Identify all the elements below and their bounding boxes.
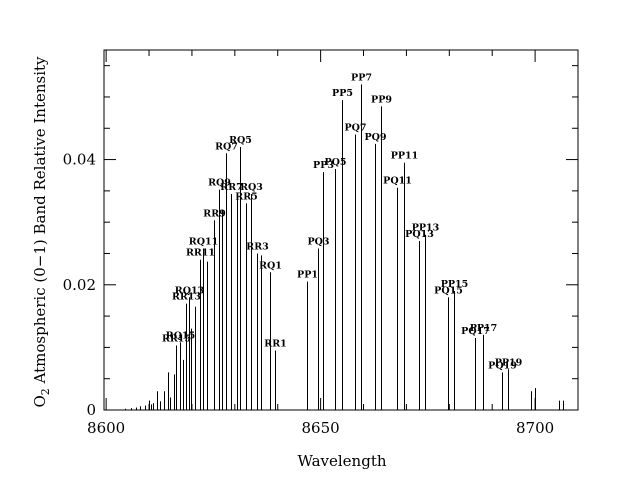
y-tick-label: 0.04 xyxy=(63,151,96,169)
spectral-line-label: RR9 xyxy=(203,208,226,219)
spectral-line-label: PP11 xyxy=(391,151,419,162)
spectral-line-label: PQ11 xyxy=(383,176,412,187)
spectral-line-label: PQ5 xyxy=(324,157,346,168)
y-tick-label: 0.02 xyxy=(63,276,96,294)
spectral-line-label: RQ13 xyxy=(175,285,204,296)
spectral-line-label: RQ7 xyxy=(215,141,238,152)
spectral-line-label: PP17 xyxy=(470,323,498,334)
x-tick-label: 8600 xyxy=(87,419,125,437)
y-tick-label: 0 xyxy=(86,401,96,419)
spectral-line-label: PQ7 xyxy=(344,123,366,134)
spectral-line-label: PP15 xyxy=(441,279,469,290)
spectral-line-label: PQ9 xyxy=(364,132,386,143)
spectral-line-label: PP9 xyxy=(371,94,392,105)
y-axis-title: O2 Atmospheric (0−1) Band Relative Inten… xyxy=(31,56,52,408)
spectral-line-label: RR5 xyxy=(235,191,257,202)
spectral-line-label: RR1 xyxy=(264,339,286,350)
plot-frame xyxy=(103,49,579,411)
spectral-line-label: RR13 xyxy=(172,292,201,303)
spectral-line-label: PQ19 xyxy=(488,360,517,371)
spectral-line-label: RQ3 xyxy=(240,182,263,193)
spectral-line-label: PQ15 xyxy=(434,285,463,296)
x-tick-label: 8650 xyxy=(302,419,340,437)
spectral-line-label: PQ3 xyxy=(307,236,329,247)
axis-ticks: 8600 8650 8700 0 0.02 0.04 xyxy=(63,50,579,437)
x-tick-label: 8700 xyxy=(516,419,554,437)
spectral-line-label: RR15 xyxy=(162,334,191,345)
spectral-line-label: RQ5 xyxy=(229,135,252,146)
spectral-line-label: RQ11 xyxy=(189,236,218,247)
spectral-line-label: RR11 xyxy=(186,248,215,259)
spectral-line-label: PP13 xyxy=(412,223,440,234)
spectral-line-label: RQ9 xyxy=(208,178,231,189)
spectral-line-label: RR7 xyxy=(220,182,242,193)
spectral-line-label: RQ15 xyxy=(166,330,195,341)
spectral-line-label: PP1 xyxy=(297,270,318,281)
plot-area xyxy=(103,49,579,411)
spectral-line-label: PQ13 xyxy=(405,229,434,240)
spectral-line-label: RQ1 xyxy=(259,260,282,271)
spectral-line-label: PQ17 xyxy=(461,326,490,337)
spectral-line-label: PP19 xyxy=(495,357,523,368)
spectral-line-label: RR3 xyxy=(246,241,268,252)
spectral-lines xyxy=(125,84,564,410)
spectral-line-label: PP5 xyxy=(332,88,353,99)
x-axis-title: Wavelength xyxy=(297,452,386,470)
spectral-line-label: PP7 xyxy=(351,72,372,83)
spectral-line-label: PP3 xyxy=(313,160,334,171)
